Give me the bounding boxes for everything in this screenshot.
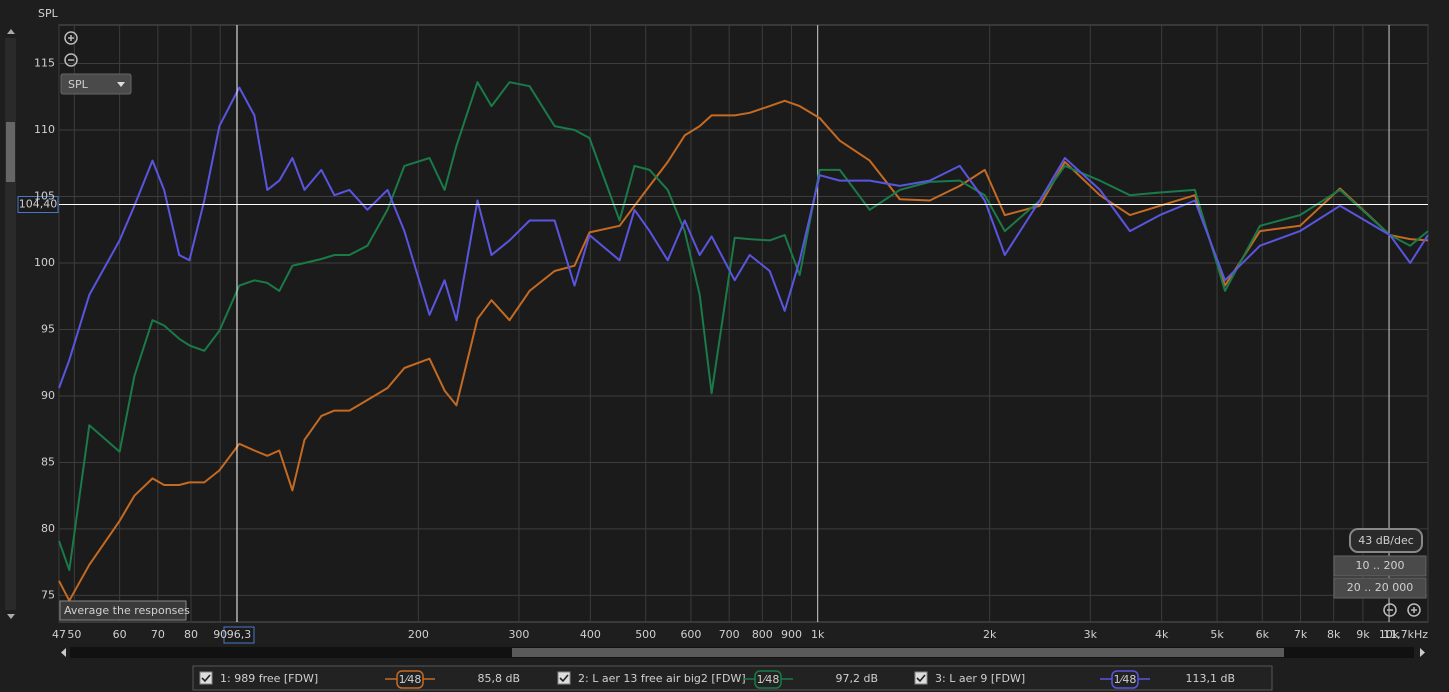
legend-checkbox[interactable] (199, 671, 213, 685)
y-tick-label: 110 (34, 123, 55, 136)
range-x-label: 20 .. 20 000 (1347, 581, 1413, 594)
slope-label: 43 dB/dec (1358, 534, 1414, 547)
legend-level: 85,8 dB (477, 672, 520, 685)
x-tick-label: 9k (1356, 628, 1370, 641)
smoothing-button[interactable] (1111, 670, 1139, 689)
y-tick-label: 100 (34, 256, 55, 269)
legend-check (559, 674, 569, 683)
graph-select-label: SPL (68, 78, 89, 91)
y-axis-title: SPL (38, 7, 59, 20)
tooltip-text: Average the responses (64, 604, 190, 617)
x-tick-label: 800 (752, 628, 773, 641)
x-tick-label: 3k (1084, 628, 1098, 641)
x-tick-label: 900 (781, 628, 802, 641)
smoothing-button[interactable] (754, 670, 782, 689)
zoom-out[interactable] (64, 53, 78, 67)
legend (192, 665, 1273, 691)
zoom-in[interactable] (64, 31, 78, 45)
range-y-label: 10 .. 200 (1356, 559, 1405, 572)
v-scrollbar[interactable] (5, 38, 16, 610)
y-tick-label: 115 (34, 57, 55, 70)
legend-level: 113,1 dB (1185, 672, 1235, 685)
smoothing-label: 1⁄48 (399, 673, 422, 686)
x-tick-label: 5k (1210, 628, 1224, 641)
x-tick-label: 70 (151, 628, 165, 641)
x-tick-label: 6k (1256, 628, 1270, 641)
range-x-button[interactable] (1333, 577, 1427, 599)
line-layer (58, 81, 1429, 602)
x-tick-label: 8k (1327, 628, 1341, 641)
y-tick-label: 75 (41, 588, 55, 601)
y-tick-label: 80 (41, 522, 55, 535)
legend-entries: 1: 989 free [FDW] 1⁄48 85,8 dB 2: L aer 13 … (199, 670, 1235, 689)
tooltip (59, 600, 187, 621)
legend-checkbox[interactable] (914, 671, 928, 685)
cursor-x-label: 96,3 (227, 628, 252, 641)
x-tick-label: 1k (811, 628, 825, 641)
y-tick-label: 95 (41, 322, 55, 335)
graph-select[interactable] (60, 73, 132, 95)
legend-check (201, 674, 211, 683)
zoom-out-x[interactable] (1383, 603, 1397, 617)
smoothing-button[interactable] (396, 670, 424, 689)
x-tick-label: 10k (1379, 628, 1400, 641)
x-tick-label: 7k (1294, 628, 1308, 641)
cursor-x-box (223, 626, 255, 644)
x-tick-label: 2k (983, 628, 997, 641)
plot-area (58, 24, 1429, 623)
legend-name: 3: L aer 9 [FDW] (935, 672, 1025, 685)
x-tick-label: 11,7kHz (1383, 628, 1428, 641)
legend-checkbox[interactable] (557, 671, 571, 685)
x-tick-label: 4k (1155, 628, 1169, 641)
x-tick-label: 50 (67, 628, 81, 641)
x-tick-label: 200 (408, 628, 429, 641)
x-tick-label: 300 (508, 628, 529, 641)
x-tick-label: 400 (580, 628, 601, 641)
h-scroll-thumb[interactable] (512, 648, 1284, 657)
series-line (58, 81, 1429, 572)
legend-name: 1: 989 free [FDW] (220, 672, 318, 685)
x-tick-label: 500 (635, 628, 656, 641)
x-tick-label: 90 (213, 628, 227, 641)
legend-check (916, 674, 926, 683)
smoothing-label: 1⁄48 (1114, 673, 1137, 686)
x-tick-label: 47 (52, 628, 66, 641)
smoothing-label: 1⁄48 (757, 673, 780, 686)
y-tick-label: 105 (34, 190, 55, 203)
slope-button[interactable] (1349, 528, 1423, 553)
legend-name: 2: L aer 13 free air big2 [FDW] (578, 672, 746, 685)
x-tick-label: 700 (719, 628, 740, 641)
cursor-y-box (17, 195, 59, 213)
x-tick-label: 80 (184, 628, 198, 641)
cursor-layer: 104,40 96,3 (17, 25, 1428, 644)
range-y-button[interactable] (1333, 555, 1427, 577)
cursor-y-label: 104,40 (19, 197, 58, 210)
y-tick-label: 85 (41, 455, 55, 468)
legend-level: 97,2 dB (835, 672, 878, 685)
dropdown-arrow (117, 82, 125, 87)
series-line (58, 86, 1429, 389)
zoom-in-x[interactable] (1407, 603, 1421, 617)
y-tick-label: 90 (41, 389, 55, 402)
grid-layer (58, 25, 1429, 622)
x-tick-label: 60 (113, 628, 127, 641)
x-tick-label: 600 (680, 628, 701, 641)
v-scroll-thumb[interactable] (6, 122, 15, 182)
